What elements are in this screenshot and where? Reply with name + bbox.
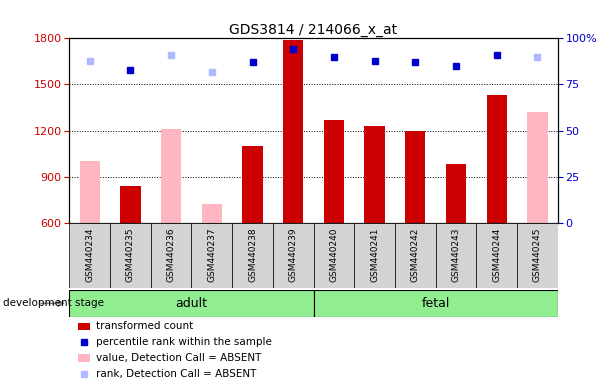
- Text: GSM440244: GSM440244: [492, 227, 501, 282]
- Bar: [517, 223, 558, 288]
- Bar: [487, 95, 507, 223]
- Text: GSM440240: GSM440240: [329, 227, 338, 282]
- Text: GSM440235: GSM440235: [126, 227, 135, 282]
- Text: GSM440234: GSM440234: [85, 227, 94, 282]
- Title: GDS3814 / 214066_x_at: GDS3814 / 214066_x_at: [230, 23, 397, 37]
- Text: GSM440238: GSM440238: [248, 227, 257, 282]
- Bar: [242, 146, 263, 223]
- Text: GSM440237: GSM440237: [207, 227, 216, 282]
- Bar: [324, 120, 344, 223]
- Text: GSM440243: GSM440243: [452, 227, 461, 282]
- Text: development stage: development stage: [3, 298, 104, 308]
- Bar: [314, 223, 354, 288]
- Bar: [314, 290, 558, 317]
- Text: rank, Detection Call = ABSENT: rank, Detection Call = ABSENT: [96, 369, 257, 379]
- Bar: [354, 223, 395, 288]
- Bar: [69, 223, 110, 288]
- Bar: [273, 223, 314, 288]
- Text: GSM440245: GSM440245: [533, 227, 542, 282]
- Bar: [120, 186, 140, 223]
- Bar: [201, 204, 222, 223]
- Bar: [395, 223, 435, 288]
- Bar: [69, 290, 314, 317]
- Bar: [446, 164, 466, 223]
- Text: adult: adult: [175, 297, 207, 310]
- Bar: [78, 323, 90, 330]
- Text: fetal: fetal: [421, 297, 450, 310]
- Bar: [435, 223, 476, 288]
- Bar: [527, 112, 548, 223]
- Text: transformed count: transformed count: [96, 321, 194, 331]
- Text: GSM440239: GSM440239: [289, 227, 298, 282]
- Text: value, Detection Call = ABSENT: value, Detection Call = ABSENT: [96, 353, 262, 363]
- Bar: [364, 126, 385, 223]
- Bar: [151, 223, 192, 288]
- Bar: [283, 40, 303, 223]
- Text: percentile rank within the sample: percentile rank within the sample: [96, 337, 272, 347]
- Bar: [78, 354, 90, 362]
- Bar: [161, 129, 182, 223]
- Text: GSM440241: GSM440241: [370, 227, 379, 282]
- Bar: [405, 131, 426, 223]
- Text: GSM440236: GSM440236: [166, 227, 175, 282]
- Text: GSM440242: GSM440242: [411, 227, 420, 282]
- Bar: [80, 161, 100, 223]
- Bar: [232, 223, 273, 288]
- Bar: [476, 223, 517, 288]
- Bar: [192, 223, 232, 288]
- Bar: [110, 223, 151, 288]
